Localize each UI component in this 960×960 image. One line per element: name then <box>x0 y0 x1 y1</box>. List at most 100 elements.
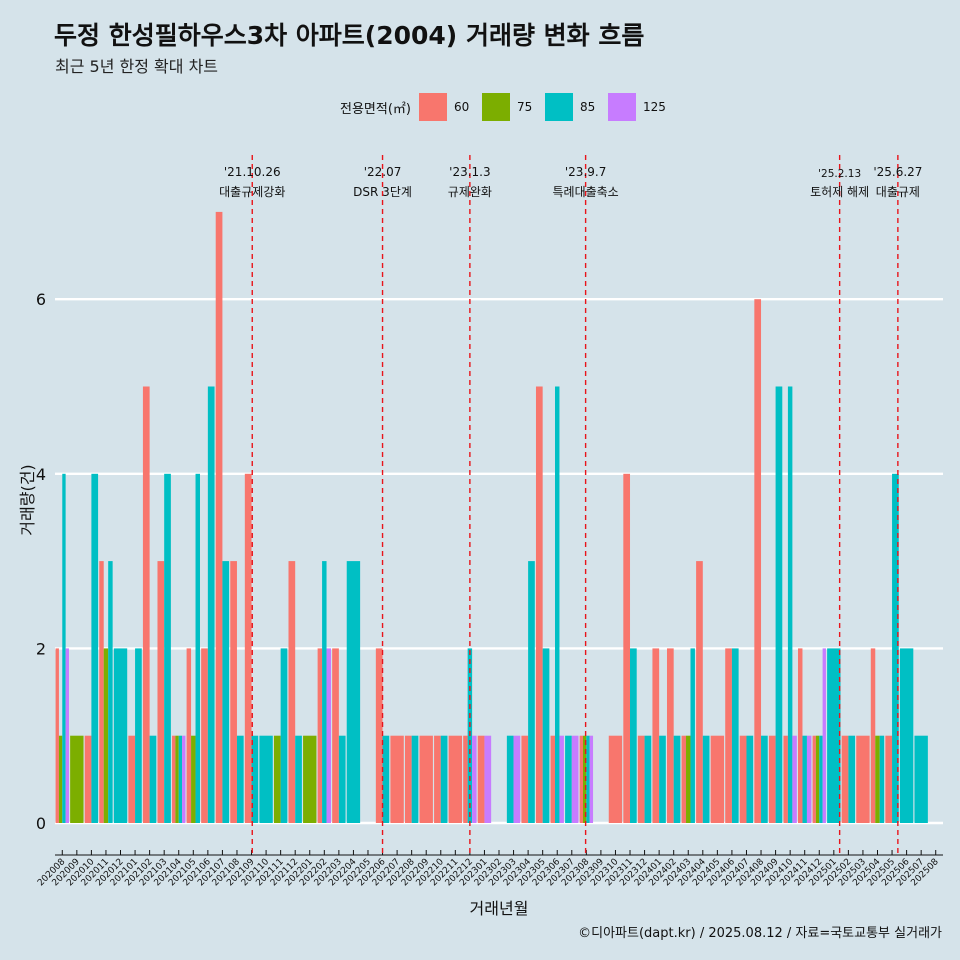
event-date-label: '23.1.3 <box>449 165 490 179</box>
bar-202306-60 <box>550 735 555 823</box>
bar-202011-85 <box>108 561 113 823</box>
y-tick-label: 0 <box>36 814 46 833</box>
bar-202403-85 <box>690 648 695 823</box>
y-axis-title: 거래량(건) <box>18 464 37 535</box>
bar-202105-75 <box>191 735 196 823</box>
bar-202109-85 <box>251 735 259 823</box>
bar-202501-85 <box>827 648 841 823</box>
bar-202412-85 <box>819 735 823 823</box>
bar-202304-60 <box>521 735 529 823</box>
bar-202212-125 <box>472 735 477 823</box>
bar-202112-85 <box>295 735 302 823</box>
bar-202412-60 <box>812 735 816 823</box>
bar-202502-60 <box>841 735 849 823</box>
legend-swatch-85 <box>544 93 573 121</box>
bar-202505-60 <box>885 735 893 823</box>
chart-subtitle: 최근 5년 한정 확대 차트 <box>55 57 219 76</box>
bar-202208-85 <box>411 735 419 823</box>
bar-202012-85 <box>113 648 128 823</box>
bar-202410-60 <box>783 735 788 823</box>
x-axis-title: 거래년월 <box>470 899 529 918</box>
bar-202106-60 <box>201 648 208 823</box>
legend-swatch-60 <box>418 93 447 121</box>
bar-202312-85 <box>644 735 652 823</box>
legend-label-125: 125 <box>642 100 666 114</box>
bar-202406-85 <box>731 648 739 823</box>
bar-202110-85 <box>259 735 273 823</box>
y-tick-label: 6 <box>36 290 46 309</box>
bar-202308-60 <box>579 735 583 823</box>
bar-202401-60 <box>652 648 660 823</box>
event-name-label: 규제완화 <box>448 185 492 199</box>
bar-202404-85 <box>702 735 710 823</box>
bar-202008-75 <box>58 735 63 823</box>
bar-202207-60 <box>390 735 404 823</box>
bar-202407-60 <box>739 735 747 823</box>
bar-202402-60 <box>666 648 674 823</box>
bar-202306-125 <box>559 735 564 823</box>
bar-202104-85 <box>178 735 183 823</box>
bar-202103-60 <box>157 561 165 823</box>
bar-202203-85 <box>338 735 346 823</box>
legend-swatch-125 <box>607 93 636 121</box>
bar-202108-85 <box>236 735 244 823</box>
bar-202409-85 <box>775 386 783 823</box>
bar-202408-85 <box>761 735 768 823</box>
bar-202010-85 <box>91 473 99 823</box>
bar-202104-125 <box>182 735 186 823</box>
chart-title: 두정 한성필하우스3차 아파트(2004) 거래량 변화 흐름 <box>54 21 645 50</box>
legend-label-60: 60 <box>453 100 470 114</box>
event-name-label: 대출규제강화 <box>219 185 285 199</box>
bar-202311-60 <box>623 473 631 823</box>
bar-202408-60 <box>754 299 762 823</box>
bar-202303-125 <box>513 735 521 823</box>
bar-202410-85 <box>787 386 793 823</box>
bar-202102-85 <box>149 735 157 823</box>
bar-202104-60 <box>172 735 176 823</box>
bar-202206-60 <box>375 648 383 823</box>
bar-202411-60 <box>798 648 803 823</box>
bar-202008-60 <box>55 648 59 823</box>
bar-202008-85 <box>62 473 66 823</box>
event-name-label: 토허제 해제 <box>810 185 869 199</box>
bar-202009-75 <box>70 735 84 823</box>
bar-202504-60 <box>870 648 876 823</box>
bar-202108-60 <box>230 561 237 823</box>
event-date-label: '25.2.13 <box>818 168 861 180</box>
bar-202105-85 <box>195 473 200 823</box>
bar-202307-125 <box>571 735 579 823</box>
event-name-label: 특례대출축소 <box>552 185 618 199</box>
bar-202407-85 <box>746 735 754 823</box>
bar-202209-60 <box>419 735 433 823</box>
bar-202412-125 <box>822 648 826 823</box>
bar-202301-60 <box>477 735 485 823</box>
bar-202011-75 <box>103 648 109 823</box>
bar-202410-125 <box>792 735 797 823</box>
bar-202112-60 <box>288 561 296 823</box>
legend-item-85: 85 <box>544 93 600 121</box>
bar-202405-60 <box>710 735 725 823</box>
bar-202204-85 <box>346 561 361 823</box>
bar-202304-85 <box>528 561 535 823</box>
bar-202310-60 <box>608 735 623 823</box>
legend-item-60: 60 <box>418 93 474 121</box>
bar-202109-60 <box>244 473 252 823</box>
bar-202308-75 <box>582 735 587 823</box>
event-date-label: '22.07 <box>364 165 402 179</box>
legend-label-75: 75 <box>516 100 533 114</box>
bar-202308-85 <box>586 735 590 823</box>
legend-item-125: 125 <box>607 93 666 121</box>
legend-label-85: 85 <box>579 100 596 114</box>
bar-202401-85 <box>659 735 666 823</box>
bar-202412-75 <box>815 735 820 823</box>
legend: 전용면적(㎡) 60 75 85 125 <box>340 93 674 121</box>
bar-202211-60 <box>448 735 463 823</box>
bar-202402-85 <box>673 735 681 823</box>
event-name-label: 대출규제 <box>876 185 920 199</box>
bar-202202-125 <box>326 648 332 823</box>
event-date-label: '23.9.7 <box>565 165 606 179</box>
bar-202206-85 <box>382 735 390 823</box>
bar-202210-60 <box>434 735 441 823</box>
bar-202307-85 <box>565 735 572 823</box>
